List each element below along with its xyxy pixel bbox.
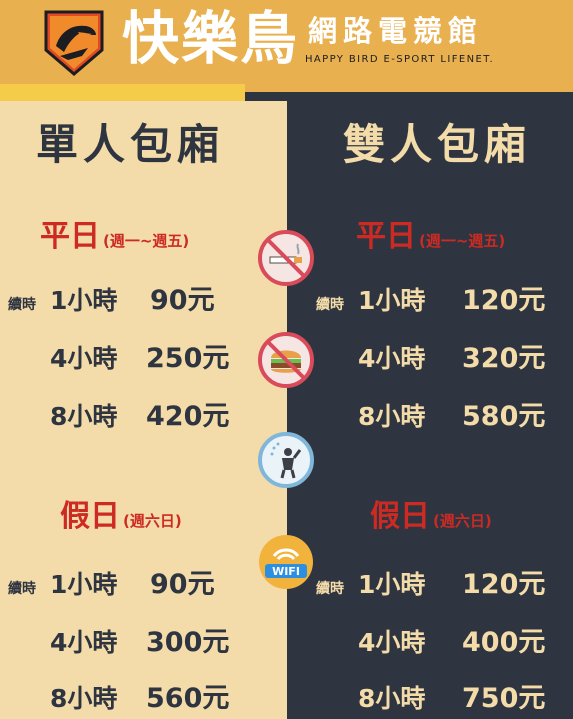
double-weekday-row-1: 續時 1小時 120元	[316, 278, 545, 317]
single-room-title: 單人包廂	[36, 120, 225, 169]
weekday-label: 平日	[40, 219, 100, 254]
holiday-label: 假日	[60, 499, 120, 534]
double-holiday-row-1: 續時 1小時 120元	[316, 562, 545, 601]
duration: 4小時	[50, 628, 118, 657]
bird-logo-icon	[44, 10, 104, 76]
holiday-range: (週六日)	[433, 512, 492, 530]
double-weekday-heading: 平日 (週一~週五)	[356, 220, 505, 258]
double-holiday-row-3: 8小時 750元	[358, 676, 545, 715]
single-room-panel	[0, 101, 287, 719]
price: 90元	[150, 285, 215, 316]
continue-tag: 續時	[316, 581, 344, 597]
duration: 8小時	[50, 402, 118, 431]
double-weekday-row-3: 8小時 580元	[358, 394, 545, 433]
price: 420元	[146, 401, 230, 432]
duration: 1小時	[358, 286, 426, 315]
single-holiday-heading: 假日 (週六日)	[60, 500, 182, 538]
wifi-icon: WIFI	[259, 535, 313, 589]
weekday-label: 平日	[356, 219, 416, 254]
brand-subtitle: 網路電競館	[308, 14, 484, 48]
price: 120元	[462, 285, 546, 316]
price: 560元	[146, 683, 230, 714]
weekday-range: (週一~週五)	[103, 232, 190, 250]
no-food-icon	[258, 332, 314, 388]
brand-english: HAPPY BIRD E-SPORT LIFENET.	[305, 54, 495, 65]
holiday-range: (週六日)	[123, 512, 182, 530]
double-holiday-row-2: 4小時 400元	[358, 620, 545, 659]
price: 300元	[146, 627, 230, 658]
single-holiday-row-1: 續時 1小時 90元	[8, 562, 215, 601]
price: 750元	[462, 683, 546, 714]
double-weekday-row-2: 4小時 320元	[358, 336, 545, 375]
double-room-title: 雙人包廂	[343, 120, 532, 169]
weekday-range: (週一~週五)	[419, 232, 506, 250]
brand-name: 快樂鳥	[122, 6, 299, 72]
duration: 8小時	[358, 684, 426, 713]
holiday-label: 假日	[370, 499, 430, 534]
single-weekday-row-3: 8小時 420元	[50, 394, 229, 433]
duration: 1小時	[50, 570, 118, 599]
price: 120元	[462, 569, 546, 600]
double-room-panel	[287, 92, 573, 719]
continue-tag: 續時	[316, 297, 344, 313]
price: 90元	[150, 569, 215, 600]
single-holiday-row-2: 4小時 300元	[50, 620, 229, 659]
single-weekday-row-1: 續時 1小時 90元	[8, 278, 215, 317]
price: 580元	[462, 401, 546, 432]
no-smoking-icon	[258, 230, 314, 286]
duration: 4小時	[358, 344, 426, 373]
price: 320元	[462, 343, 546, 374]
duration: 8小時	[358, 402, 426, 431]
single-weekday-row-2: 4小時 250元	[50, 336, 229, 375]
duration: 8小時	[50, 684, 118, 713]
price: 400元	[462, 627, 546, 658]
double-holiday-heading: 假日 (週六日)	[370, 500, 492, 538]
continue-tag: 續時	[8, 297, 36, 313]
duration: 1小時	[50, 286, 118, 315]
price: 250元	[146, 343, 230, 374]
duration: 1小時	[358, 570, 426, 599]
duration: 4小時	[358, 628, 426, 657]
duration: 4小時	[50, 344, 118, 373]
single-weekday-heading: 平日 (週一~週五)	[40, 220, 189, 258]
wifi-label: WIFI	[272, 565, 300, 578]
continue-tag: 續時	[8, 581, 36, 597]
header-stripe	[0, 84, 245, 101]
shower-icon	[258, 432, 314, 488]
single-holiday-row-3: 8小時 560元	[50, 676, 229, 715]
